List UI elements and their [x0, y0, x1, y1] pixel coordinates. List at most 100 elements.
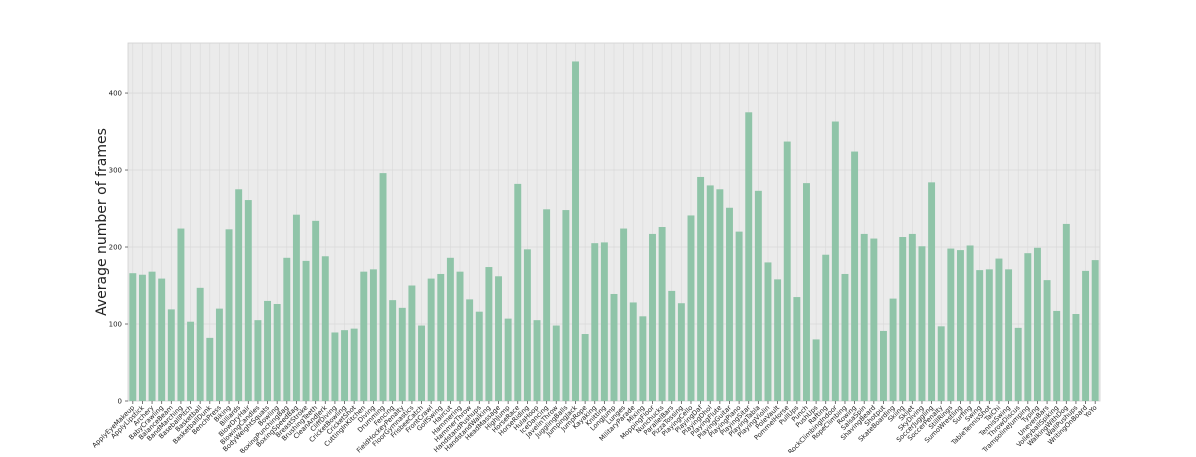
- bar-SoccerJuggling: [928, 182, 936, 401]
- bar-BreastStroke: [302, 260, 310, 401]
- bar-WritingOnBoard: [1082, 270, 1090, 401]
- bar-Biking: [225, 229, 233, 401]
- y-tick-label: 200: [109, 244, 122, 252]
- bar-Typing: [1033, 247, 1041, 401]
- y-tick-label: 0: [118, 398, 122, 406]
- bar-FrontCrawl: [427, 278, 435, 401]
- bar-HorseRace: [514, 183, 522, 401]
- bar-BalanceBeam: [167, 309, 175, 401]
- bar-UnevenBars: [1043, 280, 1051, 401]
- bar-Shotput: [880, 330, 887, 401]
- x-tick-label: ApplyEyeMakeup: [91, 404, 137, 450]
- bar-PlayingCello: [687, 215, 695, 401]
- bar-PlayingSitar: [745, 112, 753, 402]
- bar-SumoWrestling: [956, 250, 964, 401]
- bar-Drumming: [379, 173, 387, 401]
- bar-JugglingBalls: [562, 210, 570, 401]
- y-tick-label: 400: [109, 90, 122, 98]
- bar-Basketball: [196, 287, 204, 401]
- bar-HorseRiding: [523, 249, 531, 401]
- bar-BenchPress: [215, 308, 223, 401]
- bar-SoccerPenalty: [937, 326, 945, 401]
- y-tick-label: 300: [109, 167, 122, 175]
- bar-VolleyballSpiking: [1053, 310, 1061, 401]
- bar-TrampolineJumping: [1024, 253, 1032, 401]
- bar-BabyCrawling: [158, 278, 166, 401]
- bar-Mixing: [639, 316, 647, 401]
- bar-HammerThrow: [466, 299, 474, 401]
- y-axis-label: Average number of frames: [94, 128, 110, 316]
- bar-BrushingTeeth: [312, 220, 320, 401]
- bar-Nunchucks: [658, 227, 666, 401]
- bar-Billiards: [235, 189, 243, 401]
- bar-Archery: [148, 271, 156, 401]
- bar-PullUps: [793, 297, 801, 401]
- bar-JumpRope: [581, 334, 589, 401]
- y-axis-ticks: 0 100 200 300 400: [109, 90, 128, 406]
- bar-SkyDiving: [918, 246, 926, 401]
- bar-SkateBoarding: [889, 298, 897, 401]
- bar-TableTennisShot: [985, 269, 993, 401]
- bar-BlowDryHair: [244, 200, 252, 401]
- bar-TennisSwing: [1005, 269, 1013, 401]
- bar-PlayingViolin: [764, 262, 772, 401]
- bar-PoleVault: [774, 279, 782, 401]
- bar-BodyWeightSquats: [264, 300, 272, 401]
- bar-PlayingGuitar: [726, 207, 733, 401]
- bar-MilitaryParade: [629, 302, 637, 401]
- bar-WallPushups: [1072, 314, 1080, 401]
- bar-CricketShot: [350, 328, 358, 401]
- bar-Swing: [976, 270, 984, 401]
- bar-Fencing: [389, 300, 397, 401]
- bar-ThrowDiscus: [1014, 327, 1022, 401]
- bar-Hammering: [456, 271, 464, 401]
- bar-Kayaking: [591, 243, 599, 401]
- bar-HulaHoop: [533, 320, 541, 401]
- bar-PlayingPiano: [735, 231, 743, 401]
- bar-BoxingPunchingBag: [283, 257, 291, 401]
- bar-CricketBowling: [341, 330, 348, 401]
- bar-PlayingTabla: [754, 190, 762, 401]
- bar-MoppingFloor: [649, 233, 656, 401]
- bar-HandstandWalking: [485, 267, 493, 401]
- bars: [129, 61, 1099, 402]
- bar-RockClimbingIndoor: [831, 121, 839, 402]
- bar-PommelHorse: [783, 141, 791, 401]
- bar-PushUps: [812, 339, 820, 401]
- y-tick-label: 100: [109, 321, 122, 329]
- bar-Bowling: [273, 303, 281, 401]
- bar-Haircut: [446, 257, 454, 401]
- bar-JavelinThrow: [552, 325, 560, 401]
- bar-Rowing: [851, 151, 859, 401]
- bar-BasketballDunk: [206, 337, 214, 401]
- bar-PizzaTossing: [677, 303, 685, 401]
- bar-WalkingWithDog: [1062, 223, 1070, 401]
- x-axis-ticks: ApplyEyeMakeupApplyLipstickArcheryBabyCr…: [91, 401, 1099, 456]
- bar-BaseballPitch: [187, 321, 195, 401]
- bar-PlayingDaf: [697, 176, 705, 401]
- bar-FrisbeeCatch: [418, 325, 425, 401]
- bar-BlowingCandles: [254, 320, 262, 401]
- bar-Knitting: [600, 242, 608, 401]
- bar-LongJump: [610, 293, 618, 401]
- bar-PlayingFlute: [716, 189, 724, 401]
- bar-ApplyEyeMakeup: [129, 273, 137, 401]
- bar-Skiing: [899, 237, 907, 401]
- bar-JumpingJack: [572, 61, 579, 402]
- bar-StillRings: [947, 248, 955, 401]
- bar-CleanAndJerk: [321, 256, 329, 401]
- bar-HeadMassage: [495, 276, 502, 401]
- bar-CuttingInKitchen: [360, 271, 368, 401]
- bar-GolfSwing: [437, 273, 445, 401]
- bar-Punch: [803, 183, 810, 401]
- bar-Diving: [369, 269, 377, 401]
- bar-HighJump: [504, 318, 512, 401]
- bar-Skijet: [908, 233, 916, 401]
- bar-HandstandPushups: [475, 311, 483, 401]
- bar-IceDancing: [543, 209, 551, 401]
- bar-SalsaSpin: [860, 233, 868, 401]
- bar-ApplyLipstick: [138, 274, 146, 401]
- bar-YoYo: [1091, 260, 1099, 401]
